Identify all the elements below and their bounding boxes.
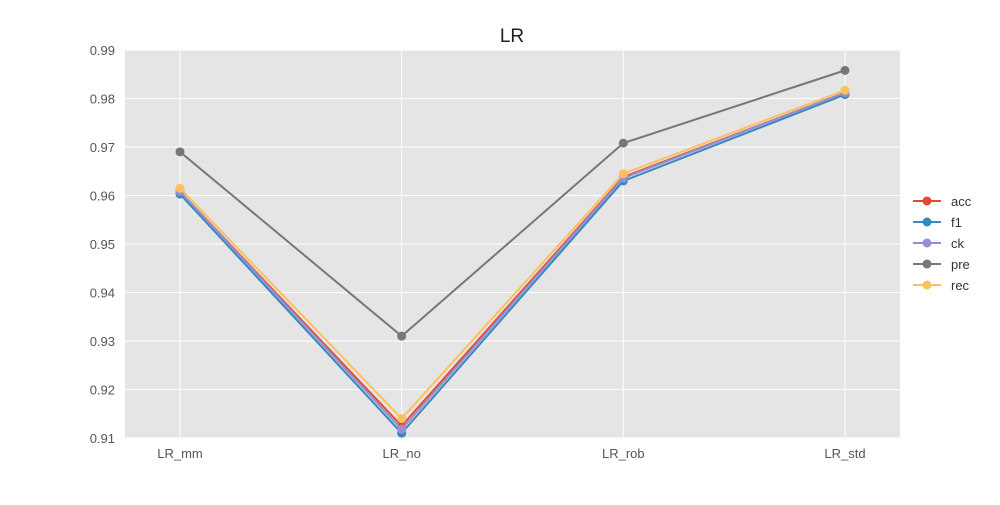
legend-label: f1 — [951, 215, 962, 230]
x-tick-label: LR_std — [824, 446, 865, 461]
y-tick-label: 0.94 — [90, 286, 115, 301]
legend-label: rec — [951, 278, 970, 293]
x-tick-label: LR_rob — [602, 446, 645, 461]
legend-swatch-marker — [922, 280, 932, 290]
legend-item-ck: ck — [913, 236, 965, 251]
data-point-pre — [840, 65, 850, 75]
legend-swatch-marker — [922, 238, 932, 248]
y-tick-label: 0.95 — [90, 237, 115, 252]
series-line-ck — [179, 91, 846, 431]
series-line-rec — [179, 89, 846, 420]
y-tick-label: 0.92 — [90, 383, 115, 398]
legend-swatch-marker — [922, 196, 932, 206]
y-tick-label: 0.93 — [90, 334, 115, 349]
legend: acc f1 ck pre rec — [913, 194, 972, 293]
series-rec — [175, 85, 850, 424]
legend-item-pre: pre — [913, 257, 970, 272]
data-point-rec — [618, 169, 628, 179]
x-tick-labels: LR_mm LR_no LR_rob LR_std — [157, 446, 865, 461]
x-tick-label: LR_mm — [157, 446, 203, 461]
data-point-rec — [840, 85, 850, 95]
series-line-f1 — [179, 93, 846, 435]
grid-lines — [125, 49, 900, 439]
series-lines — [175, 65, 850, 438]
y-tick-label: 0.96 — [90, 189, 115, 204]
series-pre — [175, 65, 850, 341]
data-point-pre — [397, 331, 407, 341]
legend-label: pre — [951, 257, 970, 272]
series-line-pre — [179, 69, 846, 338]
y-tick-label: 0.99 — [90, 43, 115, 58]
x-tick-label: LR_no — [383, 446, 421, 461]
data-point-pre — [618, 138, 628, 148]
legend-item-f1: f1 — [913, 215, 962, 230]
legend-swatch-marker — [922, 217, 932, 227]
data-point-pre — [175, 147, 185, 157]
legend-label: ck — [951, 236, 965, 251]
data-point-rec — [175, 183, 185, 193]
legend-item-acc: acc — [913, 194, 972, 209]
y-tick-label: 0.91 — [90, 431, 115, 446]
y-tick-labels: 0.91 0.92 0.93 0.94 0.95 0.96 0.97 0.98 0.99 — [90, 43, 115, 446]
chart-title: LR — [500, 26, 524, 47]
legend-label: acc — [951, 194, 972, 209]
legend-item-rec: rec — [913, 278, 970, 293]
y-tick-label: 0.98 — [90, 92, 115, 107]
data-point-rec — [397, 414, 407, 424]
y-tick-label: 0.97 — [90, 140, 115, 155]
legend-swatch-marker — [922, 259, 932, 269]
data-point-ck — [397, 424, 407, 434]
